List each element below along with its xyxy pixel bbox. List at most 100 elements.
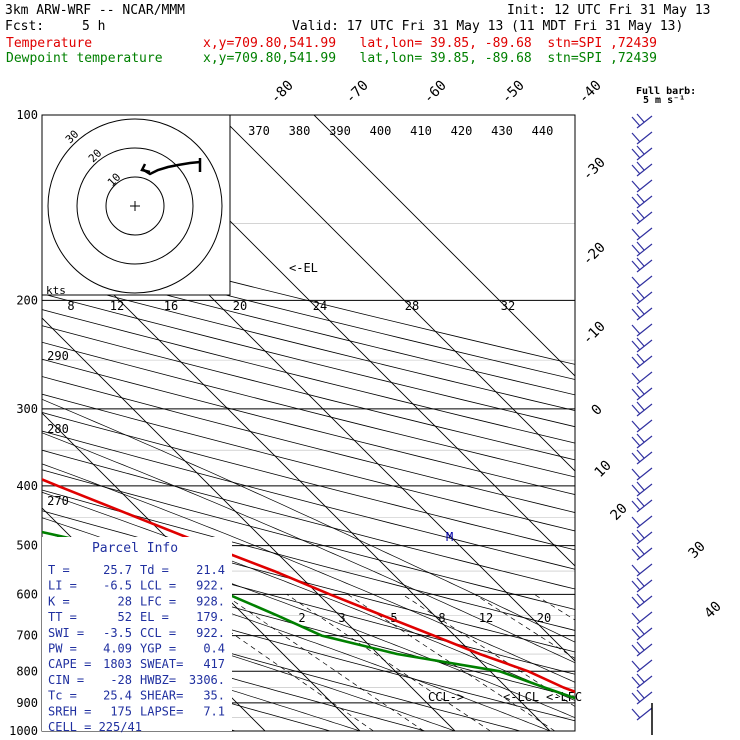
wind-barb	[631, 241, 653, 257]
wind-barb-flag	[631, 532, 641, 543]
wind-barb	[631, 449, 653, 465]
mixing-ratio-label: 8	[438, 611, 445, 625]
wind-barb-staff	[636, 163, 653, 177]
wind-barb-staff	[636, 691, 653, 705]
isotherm-line	[313, 115, 575, 377]
parcel-field-label: YGP =	[140, 642, 176, 656]
isotherm-label: -20	[580, 240, 609, 269]
parcel-field-value: 922.	[196, 579, 225, 593]
wind-barb-staff	[636, 675, 653, 689]
wind-barb-flag	[636, 673, 645, 683]
dry-adiabat-line	[42, 576, 575, 722]
hodograph-speed-label: 12	[110, 299, 124, 313]
wind-barb-staff	[636, 147, 653, 161]
wind-barb-flag	[631, 564, 641, 575]
wind-barb-staff	[636, 387, 653, 401]
dewpoint-location: x,y=709.80,541.99 lat,lon= 39.85, -89.68…	[203, 51, 657, 66]
isotherm-label: -40	[576, 78, 605, 107]
isotherm-line	[42, 222, 551, 731]
sounding-annotation: <-LCL	[503, 690, 539, 704]
wind-barb	[631, 563, 653, 577]
wind-barb-flag	[631, 132, 641, 143]
isotherm-label: -80	[268, 78, 297, 107]
parcel-field-value: 25.7	[103, 563, 132, 577]
parcel-field-label: K =	[48, 594, 70, 608]
wind-barb-flag	[631, 276, 641, 287]
pressure-label: 400	[16, 479, 38, 493]
wind-barb-flag	[631, 340, 641, 351]
dry-adiabat-line	[42, 325, 575, 461]
hodograph-units-label: kts	[46, 284, 66, 297]
wind-barb-flag	[636, 113, 645, 123]
wind-barb-flag	[636, 641, 645, 651]
isotherm-label: 30	[686, 539, 709, 562]
wind-barb	[631, 193, 653, 209]
wind-barb	[631, 611, 653, 625]
wind-barb-staff	[636, 227, 653, 241]
wind-barb	[631, 577, 653, 593]
wind-barb-staff	[636, 419, 653, 433]
parcel-field-value: 28	[118, 594, 132, 608]
dry-adiabat-line	[42, 247, 575, 380]
wind-barb-flag	[636, 145, 645, 155]
theta-label: 440	[532, 124, 554, 138]
pressure-label: 900	[16, 696, 38, 710]
hodograph-speed-label: 16	[164, 299, 178, 313]
wind-barb	[631, 593, 653, 609]
mixing-ratio-label: 12	[479, 611, 493, 625]
parcel-field-label: EL =	[140, 610, 169, 624]
wind-barb-flag	[636, 161, 645, 171]
parcel-field-value: -6.5	[103, 579, 132, 593]
parcel-field-value: 1803	[103, 657, 132, 671]
parcel-field-label: CAPE =	[48, 657, 91, 671]
isotherm-label: 10	[592, 458, 615, 481]
moist-adiabat-line	[42, 432, 575, 664]
pressure-label: 1000	[9, 724, 38, 738]
wind-barb-flag	[636, 481, 645, 491]
theta-label: 430	[491, 124, 513, 138]
theta-label: 400	[370, 124, 392, 138]
wind-barb-flag	[631, 644, 641, 655]
wind-barb-flag	[636, 689, 645, 699]
dry-adiabat-line	[42, 233, 575, 365]
parcel-field-label: LAPSE=	[140, 704, 183, 718]
hodograph-trace	[140, 163, 151, 174]
pressure-label: 100	[16, 108, 38, 122]
hodograph-trace	[141, 160, 201, 176]
dewpoint-legend: Dewpoint temperature	[6, 51, 163, 66]
wind-barb-flag	[636, 625, 645, 635]
wind-barb-flag	[631, 708, 641, 719]
wind-barb-flag	[636, 449, 645, 459]
wind-barb	[631, 257, 653, 273]
parcel-field-label: SWI =	[48, 626, 84, 640]
wind-barb-staff	[636, 211, 653, 225]
wind-barb-flag	[636, 257, 645, 267]
sounding-annotation: M	[446, 530, 453, 544]
wind-barb	[631, 419, 653, 433]
parcel-field-value: 21.4	[196, 563, 225, 577]
wind-barb-flag	[631, 228, 641, 239]
model-title: 3km ARW-WRF -- NCAR/MMM	[5, 3, 186, 18]
wind-barb-flag	[631, 484, 641, 495]
hodograph-speed-label: 32	[501, 299, 515, 313]
dry-adiabat-line	[42, 489, 575, 631]
wind-barb	[631, 529, 653, 545]
wind-barb-flag	[631, 660, 641, 671]
dry-adiabat-line	[42, 262, 575, 396]
wind-barb	[631, 467, 653, 481]
dry-adiabat-line	[42, 469, 575, 610]
dry-adiabat-line	[42, 510, 575, 653]
wind-barb-flag	[631, 692, 641, 703]
parcel-field-value: 52	[118, 610, 132, 624]
pressure-label: 500	[16, 539, 38, 553]
hodograph-speed-label: 8	[67, 299, 74, 313]
wind-barb-staff	[636, 403, 653, 417]
wind-barb-staff	[636, 275, 653, 289]
wind-barb-staff	[636, 643, 653, 657]
wind-barb	[631, 131, 653, 145]
mixing-ratio-line	[347, 594, 556, 731]
temperature-legend: Temperature	[6, 36, 93, 51]
parcel-field-label: SWEAT=	[140, 657, 183, 671]
wind-barb-staff	[636, 451, 653, 465]
wind-barb-staff	[636, 659, 653, 673]
